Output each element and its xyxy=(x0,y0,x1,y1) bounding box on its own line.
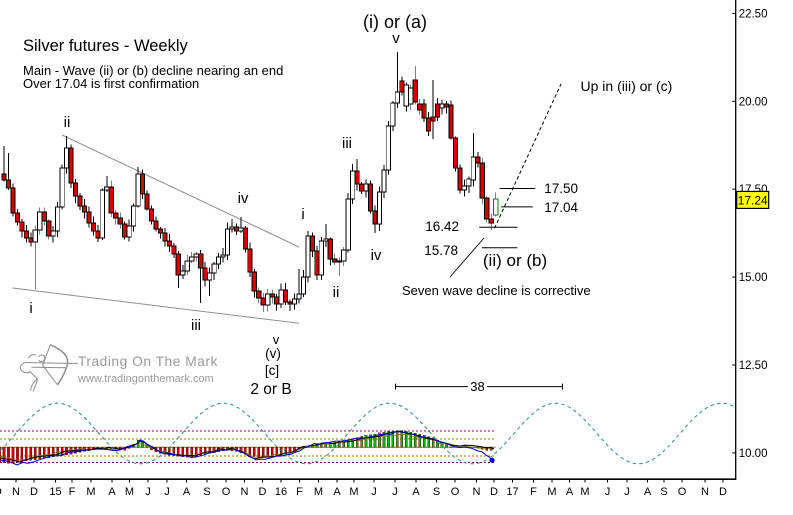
svg-text:iii: iii xyxy=(342,135,352,152)
svg-text:D: D xyxy=(719,486,727,498)
svg-text:S: S xyxy=(203,486,210,498)
svg-text:A: A xyxy=(566,486,574,498)
svg-text:J: J xyxy=(371,486,377,498)
svg-text:J: J xyxy=(392,486,398,498)
svg-text:D: D xyxy=(259,486,267,498)
svg-text:www.tradingonthemark.com: www.tradingonthemark.com xyxy=(77,373,214,385)
svg-text:N: N xyxy=(701,486,709,498)
svg-text:M: M xyxy=(547,486,556,498)
svg-text:12.50: 12.50 xyxy=(739,360,768,372)
svg-text:D: D xyxy=(30,486,38,498)
svg-text:F: F xyxy=(530,486,537,498)
svg-text:F: F xyxy=(296,486,303,498)
svg-text:A: A xyxy=(412,486,420,498)
svg-text:17.50: 17.50 xyxy=(544,181,578,196)
svg-text:22.50: 22.50 xyxy=(739,8,768,20)
svg-text:Main - Wave (ii) or (b) declin: Main - Wave (ii) or (b) decline nearing … xyxy=(23,63,283,78)
svg-text:F: F xyxy=(69,486,76,498)
svg-text:iv: iv xyxy=(371,247,382,264)
svg-text:J: J xyxy=(145,486,151,498)
svg-text:A: A xyxy=(333,486,341,498)
svg-text:16.42: 16.42 xyxy=(425,219,459,234)
svg-text:M: M xyxy=(86,486,95,498)
svg-text:i: i xyxy=(29,300,32,317)
svg-text:ii: ii xyxy=(333,284,340,301)
svg-text:A: A xyxy=(183,486,191,498)
svg-text:A: A xyxy=(644,486,652,498)
svg-text:38: 38 xyxy=(470,379,484,394)
svg-text:(i) or (a): (i) or (a) xyxy=(363,12,427,32)
svg-text:(v): (v) xyxy=(265,346,281,361)
svg-text:20.00: 20.00 xyxy=(739,96,768,108)
svg-text:Silver futures - Weekly: Silver futures - Weekly xyxy=(23,37,188,55)
svg-text:17.24: 17.24 xyxy=(738,193,768,207)
svg-text:M: M xyxy=(125,486,134,498)
svg-text:O: O xyxy=(451,486,460,498)
svg-text:15.00: 15.00 xyxy=(739,272,768,284)
svg-text:Seven wave decline is correcti: Seven wave decline is corrective xyxy=(402,283,591,298)
svg-text:J: J xyxy=(164,486,170,498)
svg-text:ii: ii xyxy=(64,114,71,131)
svg-text:Trading On The Mark: Trading On The Mark xyxy=(78,354,218,369)
svg-text:A: A xyxy=(108,486,116,498)
svg-text:17.04: 17.04 xyxy=(544,200,578,215)
svg-text:16: 16 xyxy=(275,486,287,498)
svg-text:15: 15 xyxy=(49,486,61,498)
svg-text:S: S xyxy=(433,486,440,498)
svg-text:N: N xyxy=(12,486,20,498)
svg-text:Over 17.04 is first confirmati: Over 17.04 is first confirmation xyxy=(23,76,199,91)
svg-text:[c]: [c] xyxy=(265,363,279,378)
svg-text:2 or B: 2 or B xyxy=(250,381,291,398)
svg-text:S: S xyxy=(660,486,667,498)
svg-text:i: i xyxy=(301,206,304,223)
svg-text:(ii) or (b): (ii) or (b) xyxy=(483,251,547,270)
svg-text:O: O xyxy=(678,486,687,498)
svg-text:D: D xyxy=(490,486,498,498)
svg-text:17: 17 xyxy=(506,486,518,498)
svg-text:Up in (iii) or (c): Up in (iii) or (c) xyxy=(581,78,673,94)
svg-text:N: N xyxy=(241,486,249,498)
svg-text:O: O xyxy=(0,486,2,498)
svg-text:M: M xyxy=(349,486,358,498)
svg-text:O: O xyxy=(222,486,231,498)
svg-text:v: v xyxy=(392,30,400,47)
svg-text:N: N xyxy=(473,486,481,498)
svg-text:15.78: 15.78 xyxy=(424,243,458,258)
svg-text:M: M xyxy=(580,486,589,498)
svg-text:M: M xyxy=(314,486,323,498)
svg-text:iii: iii xyxy=(191,317,201,334)
svg-text:v: v xyxy=(273,332,280,347)
svg-text:J: J xyxy=(605,486,611,498)
svg-text:J: J xyxy=(624,486,630,498)
svg-text:iv: iv xyxy=(238,190,249,207)
svg-text:10.00: 10.00 xyxy=(739,448,768,460)
